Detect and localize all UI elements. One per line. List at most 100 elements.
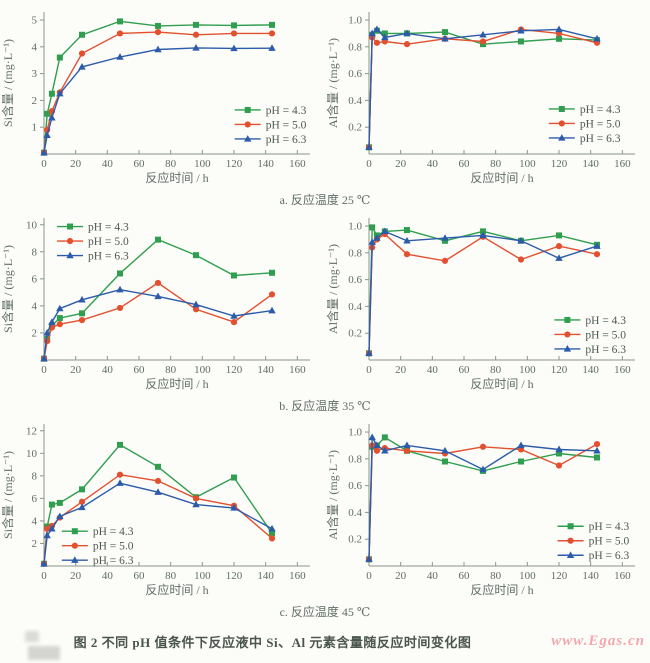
svg-text:6: 6	[32, 273, 38, 285]
svg-text:140: 140	[257, 364, 274, 376]
svg-text:0.4: 0.4	[348, 301, 362, 313]
svg-text:0.8: 0.8	[348, 453, 362, 465]
svg-text:pH = 5.0: pH = 5.0	[589, 536, 630, 548]
svg-text:2: 2	[32, 327, 38, 339]
svg-text:0: 0	[41, 158, 47, 170]
svg-text:100: 100	[194, 364, 211, 376]
svg-text:pH = 4.3: pH = 4.3	[589, 521, 630, 533]
svg-text:4: 4	[32, 41, 38, 53]
svg-text:140: 140	[582, 570, 599, 582]
svg-text:20: 20	[395, 364, 407, 376]
svg-text:pH = 6.3: pH = 6.3	[93, 555, 134, 567]
svg-text:0.2: 0.2	[348, 534, 362, 546]
svg-text:40: 40	[427, 158, 439, 170]
svg-text:80: 80	[490, 364, 502, 376]
chart-si-45c: 0 20 40 60 80 100 120 140 160 2 4 6 8 10 12 反应时间 / h Si含…	[0, 424, 310, 597]
figure-title: 图 2 不同 pH 值条件下反应液中 Si、Al 元素含量随反应时间变化图	[73, 635, 472, 650]
svg-text:140: 140	[257, 570, 274, 582]
svg-text:160: 160	[289, 364, 306, 376]
svg-text:Si含量 / (mg·L⁻¹): Si含量 / (mg·L⁻¹)	[0, 39, 15, 127]
svg-text:1.0: 1.0	[348, 15, 362, 27]
svg-text:10: 10	[26, 219, 38, 231]
svg-text:0.4: 0.4	[348, 95, 362, 107]
svg-text:pH = 5.0: pH = 5.0	[93, 541, 134, 553]
svg-text:0: 0	[366, 570, 372, 582]
svg-text:Al含量 / (mg·L⁻¹): Al含量 / (mg·L⁻¹)	[325, 244, 340, 334]
svg-text:120: 120	[226, 570, 243, 582]
svg-text:20: 20	[70, 364, 82, 376]
svg-text:pH = 6.3: pH = 6.3	[88, 251, 129, 263]
svg-text:Al含量 / (mg·L⁻¹): Al含量 / (mg·L⁻¹)	[325, 450, 340, 540]
svg-text:80: 80	[490, 570, 502, 582]
svg-text:pH = 5.0: pH = 5.0	[266, 119, 307, 131]
svg-text:2: 2	[32, 538, 38, 550]
svg-text:8: 8	[32, 470, 38, 482]
svg-text:10: 10	[26, 448, 38, 460]
chart-si-25c: 0 20 40 60 80 100 120 140 160 1 2 3 4 5 反应时间 / h Si含量 /…	[0, 12, 310, 185]
row-caption-b: b. 反应温度 35 ℃	[279, 399, 371, 413]
svg-text:120: 120	[551, 570, 568, 582]
svg-text:40: 40	[427, 570, 439, 582]
chart-row-b: 0 20 40 60 80 100 120 140 160 2 4 6 8 10 反应时间 / h Si含量 …	[0, 210, 650, 416]
svg-text:100: 100	[519, 570, 536, 582]
svg-text:反应时间 / h: 反应时间 / h	[470, 376, 533, 391]
svg-text:120: 120	[226, 158, 243, 170]
svg-text:160: 160	[614, 570, 631, 582]
svg-text:0: 0	[366, 158, 372, 170]
svg-text:100: 100	[519, 364, 536, 376]
svg-text:60: 60	[134, 570, 146, 582]
svg-text:反应时间 / h: 反应时间 / h	[145, 170, 208, 185]
svg-text:pH = 4.3: pH = 4.3	[585, 315, 626, 327]
svg-text:反应时间 / h: 反应时间 / h	[145, 582, 208, 597]
svg-text:3: 3	[32, 68, 38, 80]
svg-text:0.6: 0.6	[348, 480, 362, 492]
title-bar: 图 2 不同 pH 值条件下反应液中 Si、Al 元素含量随反应时间变化图 ww…	[0, 630, 650, 654]
svg-text:40: 40	[102, 570, 114, 582]
svg-text:Si含量 / (mg·L⁻¹): Si含量 / (mg·L⁻¹)	[0, 245, 15, 333]
svg-text:80: 80	[165, 158, 177, 170]
svg-text:4: 4	[32, 515, 38, 527]
svg-text:60: 60	[134, 158, 146, 170]
svg-text:1.0: 1.0	[348, 427, 362, 439]
svg-text:160: 160	[289, 158, 306, 170]
svg-text:80: 80	[165, 570, 177, 582]
chart-si-35c: 0 20 40 60 80 100 120 140 160 2 4 6 8 10 反应时间 / h Si含量 …	[0, 218, 310, 391]
scan-artifact	[25, 631, 39, 642]
svg-text:pH = 4.3: pH = 4.3	[93, 526, 134, 538]
svg-text:140: 140	[582, 364, 599, 376]
svg-text:40: 40	[102, 364, 114, 376]
svg-text:pH = 6.3: pH = 6.3	[580, 133, 621, 145]
watermark: www.Egas.cn	[551, 633, 645, 649]
svg-text:60: 60	[134, 364, 146, 376]
svg-text:60: 60	[459, 158, 471, 170]
chart-row-a: 0 20 40 60 80 100 120 140 160 1 2 3 4 5 反应时间 / h Si含量 /…	[0, 4, 650, 210]
svg-text:20: 20	[395, 158, 407, 170]
svg-text:40: 40	[102, 158, 114, 170]
svg-text:120: 120	[551, 158, 568, 170]
svg-text:1: 1	[32, 122, 38, 134]
svg-text:40: 40	[427, 364, 439, 376]
svg-text:140: 140	[582, 158, 599, 170]
svg-text:20: 20	[70, 158, 82, 170]
svg-text:20: 20	[70, 570, 82, 582]
svg-text:反应时间 / h: 反应时间 / h	[145, 376, 208, 391]
svg-text:2: 2	[32, 95, 38, 107]
chart-al-45c: 0 20 40 60 80 100 120 140 160 0.2 0.4 0.6 0.8 1.0 反应时间…	[325, 424, 635, 597]
svg-text:0: 0	[41, 570, 47, 582]
chart-al-25c: 0 20 40 60 80 100 120 140 160 0.2 0.4 0.6 0.8 1.0 反应时间…	[325, 12, 635, 185]
chart-grid: 0 20 40 60 80 100 120 140 160 1 2 3 4 5 反应时间 / h Si含量 /…	[0, 4, 650, 619]
svg-text:5: 5	[32, 15, 38, 27]
svg-text:100: 100	[519, 158, 536, 170]
svg-text:0.2: 0.2	[348, 328, 362, 340]
svg-text:140: 140	[257, 158, 274, 170]
svg-text:pH = 5.0: pH = 5.0	[88, 236, 129, 248]
row-caption-a: a. 反应温度 25 ℃	[279, 193, 371, 207]
svg-text:Al含量 / (mg·L⁻¹): Al含量 / (mg·L⁻¹)	[325, 38, 340, 128]
svg-text:120: 120	[551, 364, 568, 376]
svg-text:60: 60	[459, 364, 471, 376]
svg-text:8: 8	[32, 246, 38, 258]
row-caption-c: c. 反应温度 45 ℃	[279, 605, 371, 619]
svg-text:pH = 6.3: pH = 6.3	[585, 344, 626, 356]
svg-text:160: 160	[614, 158, 631, 170]
